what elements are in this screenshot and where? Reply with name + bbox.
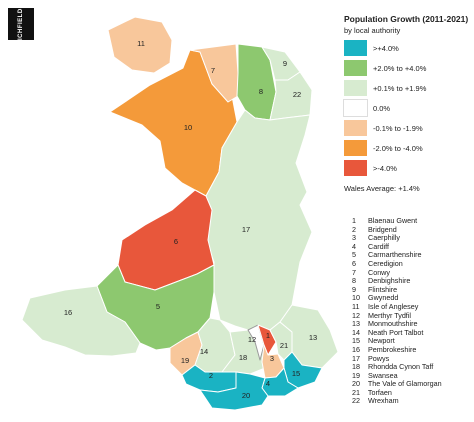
authority-key-list: 1 Blaenau Gwent 2 Bridgend 3 Caerphilly … <box>352 216 442 406</box>
authority-key-item: 1 Blaenau Gwent <box>352 216 418 225</box>
authority-key-item: 14 Neath Port Talbot <box>352 327 424 337</box>
authority-key-item: 6 Ceredigion <box>352 258 403 268</box>
region-label-11: 11 <box>137 39 145 48</box>
region-label-22: 22 <box>293 90 301 99</box>
region-label-18: 18 <box>239 353 247 362</box>
legend-label: >+4.0% <box>373 43 399 53</box>
legend-label: -0.1% to -1.9% <box>373 123 423 133</box>
region-label-16: 16 <box>64 308 72 317</box>
region-label-10: 10 <box>184 123 192 132</box>
authority-key-item: 12 Merthyr Tydfil <box>352 310 412 320</box>
legend-item: -2.0% to -4.0% <box>344 140 423 156</box>
authority-key-item: 11 Isle of Anglesey <box>352 301 419 311</box>
region-13 <box>279 304 339 369</box>
legend-swatch <box>343 99 368 117</box>
authority-key-item: 20 The Vale of Glamorgan <box>352 379 442 389</box>
authority-key-item: 10 Gwynedd <box>352 293 399 303</box>
authority-key-item: 2 Bridgend <box>352 224 397 234</box>
legend-item: >+4.0% <box>344 40 399 56</box>
authority-key-item: 22 Wrexham <box>352 396 399 406</box>
legend-swatch <box>344 60 367 76</box>
region-label-4: 4 <box>266 379 270 388</box>
region-label-20: 20 <box>242 391 250 400</box>
region-label-7: 7 <box>211 66 215 75</box>
legend-item: 0.0% <box>343 99 391 117</box>
region-label-15: 15 <box>292 369 300 378</box>
legend-item: -0.1% to -1.9% <box>344 120 423 136</box>
legend-label: +2.0% to +4.0% <box>373 63 427 73</box>
region-label-19: 19 <box>181 356 189 365</box>
legend-item: >-4.0% <box>344 160 397 176</box>
legend-swatch <box>344 120 367 136</box>
region-label-1: 1 <box>266 331 270 340</box>
legend-title: Population Growth (2011-2021) <box>344 14 469 24</box>
region-label-5: 5 <box>156 302 160 311</box>
authority-key-item: 3 Caerphilly <box>352 233 400 243</box>
legend-label: -2.0% to -4.0% <box>373 143 423 153</box>
legend-swatch <box>344 80 367 96</box>
legend-swatch <box>344 160 367 176</box>
legend-item: +0.1% to +1.9% <box>344 80 426 96</box>
region-12 <box>247 324 265 361</box>
region-label-21: 21 <box>280 341 288 350</box>
authority-key-item: 4 Cardiff <box>352 241 390 251</box>
region-1 <box>257 324 277 356</box>
authority-key-item: 8 Denbighshire <box>352 276 411 286</box>
legend-label: 0.0% <box>373 103 391 113</box>
legend-label: >-4.0% <box>373 163 397 173</box>
legend-subtitle: by local authority <box>344 26 401 35</box>
legend-item: +2.0% to +4.0% <box>344 60 426 76</box>
region-label-9: 9 <box>283 59 287 68</box>
region-label-17: 17 <box>242 225 250 234</box>
region-label-12: 12 <box>248 335 256 344</box>
region-label-6: 6 <box>174 237 178 246</box>
authority-key-item: 7 Conwy <box>352 267 390 277</box>
region-16 <box>21 285 141 357</box>
lichfields-logo: LICHFIELDS <box>8 4 34 44</box>
authority-key-item: 16 Pembrokeshire <box>352 344 417 354</box>
authority-key-item: 19 Swansea <box>352 370 398 380</box>
region-label-3: 3 <box>270 354 274 363</box>
wales-average: Wales Average: +1.4% <box>344 184 420 193</box>
legend-label: +0.1% to +1.9% <box>373 83 427 93</box>
authority-key-item: 9 Flintshire <box>352 284 398 294</box>
legend-swatch <box>344 40 367 56</box>
authority-key-item: 5 Carmarthenshire <box>352 250 422 260</box>
legend-swatch <box>344 140 367 156</box>
authority-key-item: 18 Rhondda Cynon Taff <box>352 362 434 372</box>
region-label-8: 8 <box>259 87 263 96</box>
region-11 <box>107 16 173 74</box>
authority-key-item: 13 Monmouthshire <box>352 319 418 329</box>
authority-key-item: 21 Torfaen <box>352 387 392 397</box>
region-20 <box>199 371 269 411</box>
authority-key-item: 17 Powys <box>352 353 390 363</box>
region-label-2: 2 <box>209 371 213 380</box>
region-label-13: 13 <box>309 333 317 342</box>
authority-key-item: 15 Newport <box>352 336 395 346</box>
region-label-14: 14 <box>200 347 208 356</box>
region-7 <box>189 43 239 103</box>
